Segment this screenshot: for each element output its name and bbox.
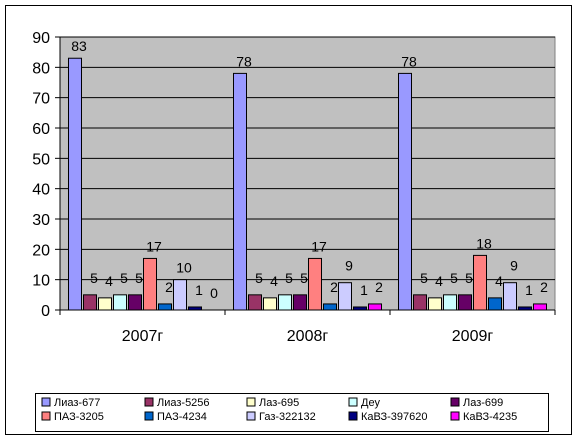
bar-Деу-2007г	[113, 294, 127, 311]
bar-Деу-2009г	[443, 294, 457, 311]
y-tick-label-70: 70	[32, 91, 50, 108]
data-label: 2	[375, 279, 383, 295]
data-label: 5	[450, 270, 458, 286]
bar-Лиаз-677-2009г	[398, 72, 412, 311]
y-tick-label-90: 90	[32, 30, 50, 47]
bars-layer	[68, 57, 547, 311]
data-label: 5	[300, 270, 308, 286]
data-label: 1	[525, 282, 533, 298]
data-label: 5	[420, 270, 428, 286]
y-tick-label-10: 10	[32, 273, 50, 290]
bar-Лиаз-5256-2009г	[413, 294, 427, 311]
legend-label-Лаз-695: Лаз-695	[259, 397, 299, 409]
bar-Лаз-699-2007г	[128, 294, 142, 311]
data-label: 4	[105, 273, 113, 289]
bar-Лаз-695-2007г	[98, 297, 112, 311]
legend-swatch-КаВЗ-4235	[450, 411, 460, 421]
bar-Лиаз-5256-2007г	[83, 294, 97, 311]
legend-swatch-Лиаз-5256	[144, 397, 154, 407]
legend-label-КаВЗ-4235: КаВЗ-4235	[463, 411, 517, 423]
legend-label-Газ-322132: Газ-322132	[259, 411, 316, 423]
data-label: 4	[495, 273, 503, 289]
bar-Газ-322132-2008г	[338, 282, 352, 311]
bar-Лиаз-677-2007г	[68, 57, 82, 311]
bar-Газ-322132-2009г	[503, 282, 517, 311]
y-tick-label-60: 60	[32, 121, 50, 138]
data-label: 5	[120, 270, 128, 286]
data-label: 5	[90, 270, 98, 286]
legend-swatch-Газ-322132	[246, 411, 256, 421]
legend-label-КаВЗ-397620: КаВЗ-397620	[361, 411, 428, 423]
data-label: 5	[465, 270, 473, 286]
bar-Лаз-695-2009г	[428, 297, 442, 311]
x-category-label: 2009г	[452, 328, 494, 345]
y-tick-label-0: 0	[41, 303, 50, 320]
data-label: 0	[210, 285, 218, 301]
legend-swatch-Лиаз-677	[41, 397, 51, 407]
data-label: 18	[476, 235, 492, 251]
data-label: 78	[236, 53, 252, 69]
legend-label-ПАЗ-3205: ПАЗ-3205	[54, 411, 104, 423]
legend-swatch-Лаз-699	[450, 397, 460, 407]
y-tick-label-40: 40	[32, 182, 50, 199]
legend-swatch-Лаз-695	[246, 397, 256, 407]
legend-label-Лаз-699: Лаз-699	[463, 397, 503, 409]
data-label: 1	[195, 282, 203, 298]
data-label: 2	[540, 279, 548, 295]
bar-Лаз-699-2008г	[293, 294, 307, 311]
data-label: 9	[345, 258, 353, 274]
data-label: 2	[165, 279, 173, 295]
data-label: 5	[255, 270, 263, 286]
legend-box	[35, 393, 549, 432]
bar-ПАЗ-4234-2007г	[158, 303, 172, 311]
bar-КаВЗ-4235-2008г	[368, 303, 382, 311]
bar-Лаз-699-2009г	[458, 294, 472, 311]
bar-ПАЗ-3205-2008г	[308, 257, 322, 311]
bar-ПАЗ-4234-2008г	[323, 303, 337, 311]
grid-layer	[60, 36, 555, 281]
bar-Лиаз-5256-2008г	[248, 294, 262, 311]
bar-ПАЗ-3205-2007г	[143, 257, 157, 311]
bar-Газ-322132-2007г	[173, 279, 187, 311]
data-label: 17	[311, 238, 327, 254]
data-label: 78	[401, 53, 417, 69]
bar-Лаз-695-2008г	[263, 297, 277, 311]
bar-Деу-2008г	[278, 294, 292, 311]
legend-label-ПАЗ-4234: ПАЗ-4234	[157, 411, 207, 423]
data-label: 5	[285, 270, 293, 286]
legend-label-Лиаз-5256: Лиаз-5256	[157, 397, 210, 409]
y-tick-label-20: 20	[32, 242, 50, 259]
data-label: 5	[135, 270, 143, 286]
legend-swatch-ПАЗ-3205	[41, 411, 51, 421]
bar-ПАЗ-3205-2009г	[473, 254, 487, 311]
legend-swatch-ПАЗ-4234	[144, 411, 154, 421]
legend-swatch-КаВЗ-397620	[348, 411, 358, 421]
y-tick-label-50: 50	[32, 151, 50, 168]
x-category-label: 2007г	[122, 328, 164, 345]
data-label: 4	[270, 273, 278, 289]
bar-ПАЗ-4234-2009г	[488, 297, 502, 311]
legend-swatch-Деу	[348, 397, 358, 407]
data-label: 83	[71, 38, 87, 54]
data-label: 9	[510, 258, 518, 274]
data-label: 2	[330, 279, 338, 295]
plot-wall	[59, 36, 556, 311]
x-category-label: 2008г	[287, 328, 329, 345]
data-label: 17	[146, 238, 162, 254]
bar-КаВЗ-4235-2009г	[533, 303, 547, 311]
y-tick-label-80: 80	[32, 60, 50, 77]
legend-label-Деу: Деу	[361, 397, 380, 409]
legend-label-Лиаз-677: Лиаз-677	[54, 397, 100, 409]
bar-Лиаз-677-2008г	[233, 72, 247, 311]
y-tick-label-30: 30	[32, 212, 50, 229]
data-label: 1	[360, 282, 368, 298]
data-label: 4	[435, 273, 443, 289]
legend: Лиаз-677 Лиаз-5256 Лаз-695 Деу Лаз-699 ПАЗ-32…	[35, 393, 549, 432]
data-label: 10	[176, 260, 192, 276]
